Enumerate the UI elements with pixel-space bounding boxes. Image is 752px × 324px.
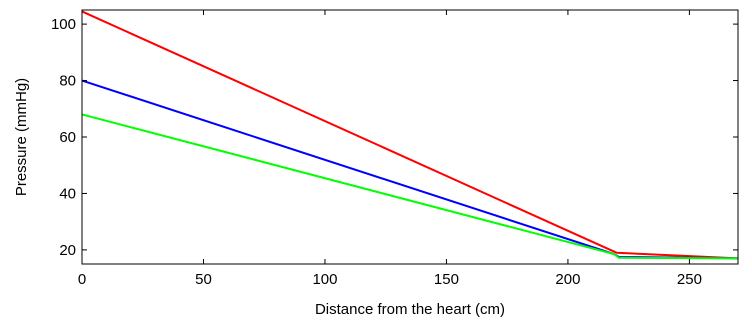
series-line-3 [81, 113, 739, 260]
series-line-1 [81, 10, 739, 260]
tick-layer: 0 50 100 150 200 250 20 40 60 80 100 [51, 10, 738, 288]
y-tick-label: 60 [59, 129, 76, 146]
plot-background [82, 10, 738, 264]
x-tick-label: 100 [312, 271, 337, 288]
y-axis-label: Pressure (mmHg) [13, 78, 30, 196]
y-tick-label: 100 [51, 16, 76, 33]
series-layer [81, 10, 739, 260]
x-tick-label: 200 [555, 271, 580, 288]
y-tick-label: 80 [59, 73, 76, 90]
x-tick-label: 50 [195, 271, 212, 288]
x-tick-label: 250 [677, 271, 702, 288]
x-tick-label: 150 [434, 271, 459, 288]
y-tick-label: 40 [59, 185, 76, 202]
x-axis-label: Distance from the heart (cm) [315, 301, 505, 318]
x-tick-label: 0 [78, 271, 86, 288]
y-tick-label: 20 [59, 242, 76, 259]
